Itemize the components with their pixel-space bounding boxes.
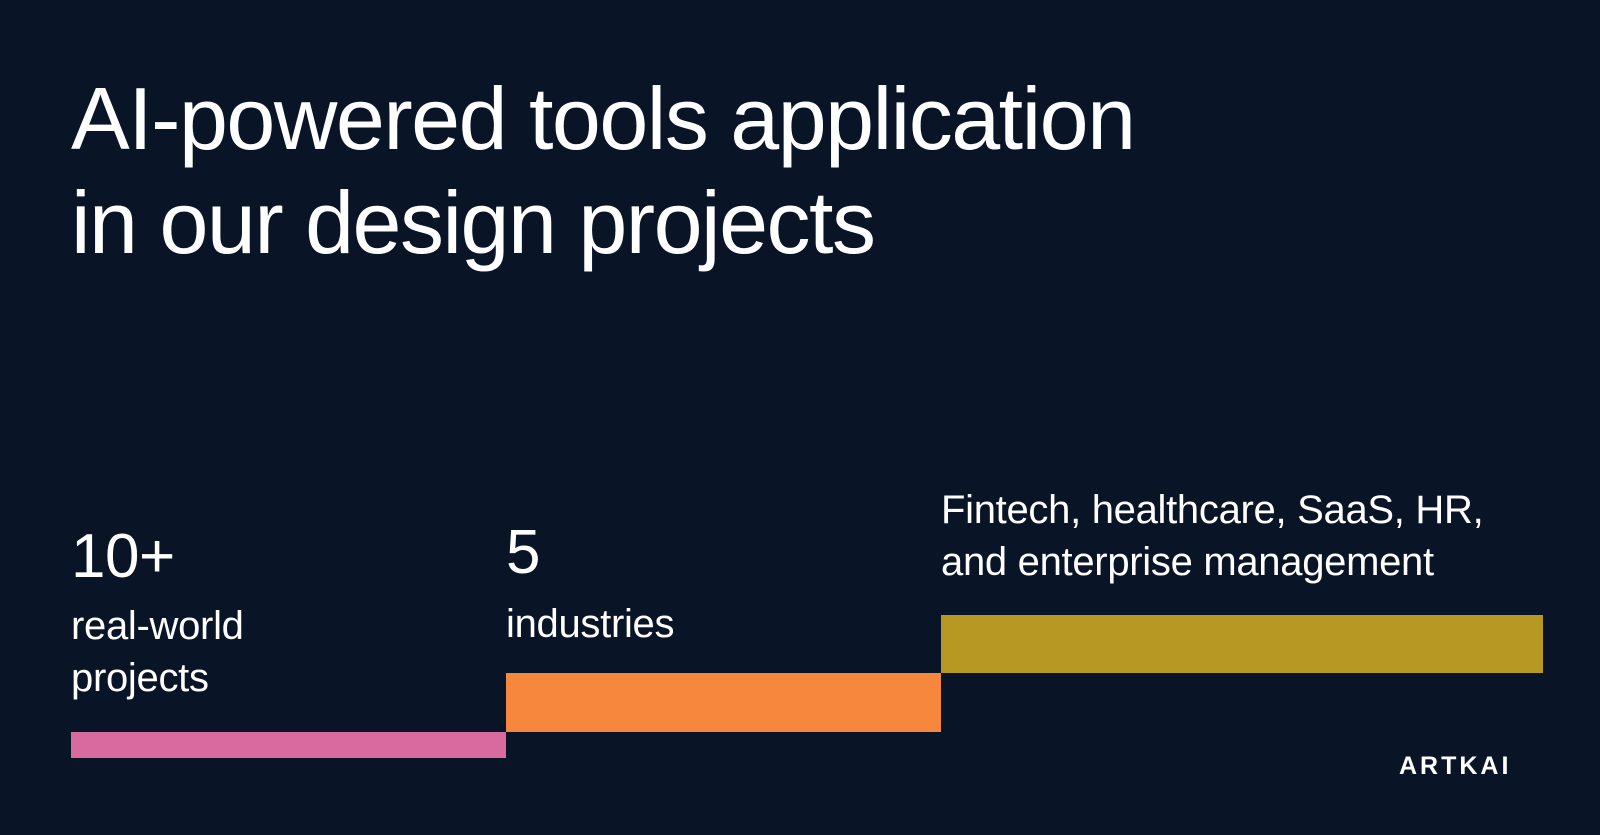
- stat-bar-orange: [506, 673, 941, 732]
- stat-label-industry-list-line-1: Fintech, healthcare, SaaS, HR,: [941, 488, 1484, 532]
- stat-label-projects-line-2: projects: [71, 656, 209, 700]
- stat-label-industry-list: Fintech, healthcare, SaaS, HR, and enter…: [941, 484, 1484, 588]
- stat-label-industries: industries: [506, 598, 675, 650]
- stat-value-projects: 10+: [71, 522, 175, 591]
- stat-label-projects: real-world projects: [71, 600, 244, 704]
- stat-label-industries-line-1: industries: [506, 602, 675, 646]
- stat-label-industry-list-line-2: and enterprise management: [941, 540, 1434, 584]
- stat-value-industries: 5: [506, 518, 540, 587]
- artkai-logo: ARTKAI: [1399, 752, 1512, 780]
- stat-label-projects-line-1: real-world: [71, 604, 244, 648]
- stat-bar-gold: [941, 615, 1543, 673]
- page-title-line-1: AI-powered tools application: [71, 69, 1136, 168]
- page-title: AI-powered tools application in our desi…: [71, 67, 1136, 275]
- stat-bar-pink: [71, 732, 506, 758]
- page-title-line-2: in our design projects: [71, 173, 876, 272]
